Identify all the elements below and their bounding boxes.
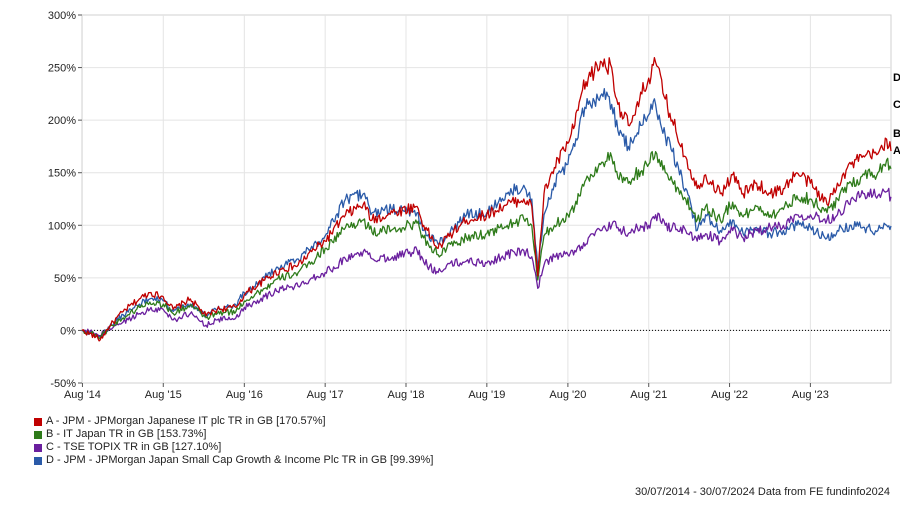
series-end-label: D — [893, 72, 900, 84]
legend-swatch — [34, 456, 42, 465]
x-tick-label: Aug '20 — [549, 389, 586, 401]
y-tick-label: -50% — [50, 378, 76, 390]
x-tick-label: Aug '17 — [307, 389, 344, 401]
legend-label: C - TSE TOPIX TR in GB [127.10%] — [46, 441, 222, 453]
chart-legend: A - JPM - JPMorgan Japanese IT plc TR in… — [34, 415, 433, 467]
y-tick-label: 0% — [60, 325, 76, 337]
series-end-label: C — [893, 99, 900, 111]
y-tick-label: 250% — [48, 63, 76, 75]
series-end-label: A — [893, 145, 900, 157]
legend-label: B - IT Japan TR in GB [153.73%] — [46, 428, 207, 440]
series-end-label: B — [893, 128, 900, 140]
legend-item: C - TSE TOPIX TR in GB [127.10%] — [34, 441, 433, 454]
series-line — [81, 150, 892, 340]
legend-swatch — [34, 443, 42, 452]
y-tick-label: 150% — [48, 168, 76, 180]
footer-date-range: 30/07/2014 - 30/07/2024 — [634, 486, 755, 498]
chart-footer: 30/07/2014 - 30/07/2024 Data from FE fun… — [635, 486, 890, 498]
legend-item: D - JPM - JPMorgan Japan Small Cap Growt… — [34, 454, 433, 467]
x-tick-label: Aug '18 — [388, 389, 425, 401]
y-tick-label: 200% — [48, 115, 76, 127]
x-tick-label: Aug '19 — [468, 389, 505, 401]
legend-swatch — [34, 430, 42, 439]
x-tick-label: Aug '14 — [64, 389, 101, 401]
x-tick-label: Aug '21 — [630, 389, 667, 401]
legend-label: A - JPM - JPMorgan Japanese IT plc TR in… — [46, 415, 326, 427]
x-tick-label: Aug '15 — [145, 389, 182, 401]
footer-source: Data from FE fundinfo2024 — [757, 486, 890, 498]
x-tick-label: Aug '16 — [226, 389, 263, 401]
legend-swatch — [34, 417, 42, 426]
y-tick-label: 100% — [48, 220, 76, 232]
x-tick-label: Aug '23 — [792, 389, 829, 401]
legend-item: B - IT Japan TR in GB [153.73%] — [34, 428, 433, 441]
y-tick-label: 300% — [48, 10, 76, 22]
series-line — [81, 56, 892, 342]
x-tick-label: Aug '22 — [711, 389, 748, 401]
legend-label: D - JPM - JPMorgan Japan Small Cap Growt… — [46, 454, 434, 466]
y-tick-label: 50% — [54, 273, 76, 285]
legend-item: A - JPM - JPMorgan Japanese IT plc TR in… — [34, 415, 433, 428]
series-line — [81, 187, 892, 337]
